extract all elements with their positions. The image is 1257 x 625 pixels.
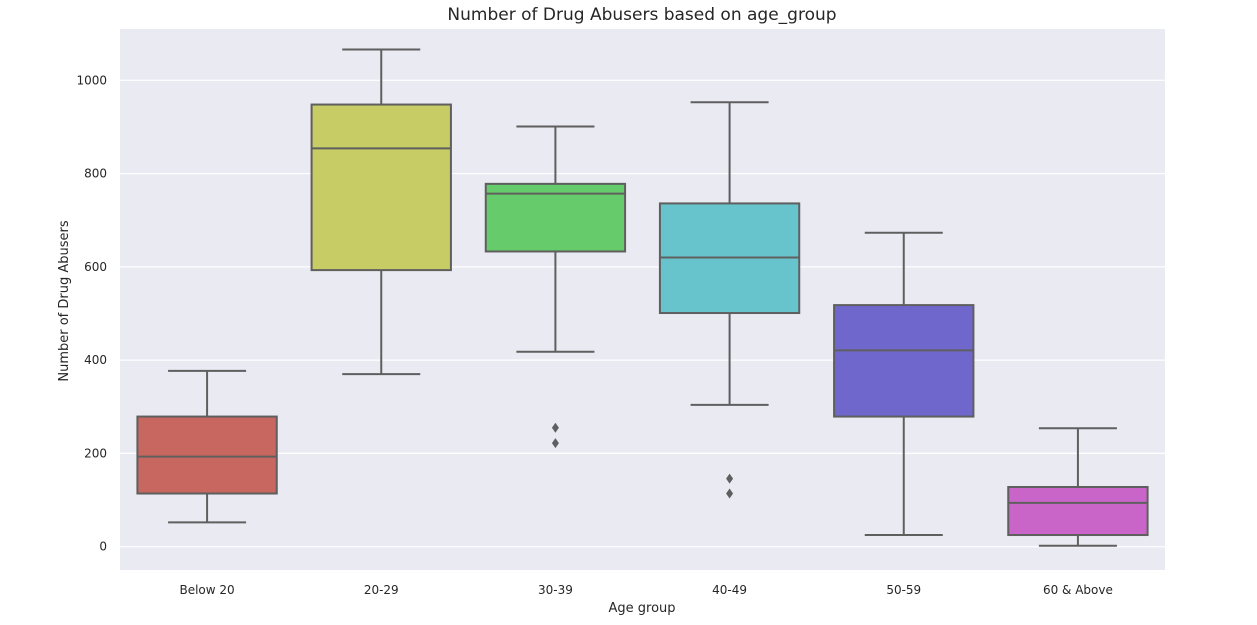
x-axis-ticks: Below 20 20-29 30-39 40-49 50-59 60 & Above — [179, 583, 1112, 597]
box-group — [136, 369, 278, 524]
x-tick-label: 40-49 — [712, 583, 747, 597]
outlier-point — [551, 438, 559, 449]
plot-area — [120, 29, 1165, 570]
grid-lines — [120, 79, 1165, 548]
box-group — [833, 231, 975, 537]
box-group — [658, 101, 801, 499]
y-tick-label: 1000 — [76, 73, 107, 87]
y-axis-label: Number of Drug Abusers — [57, 220, 72, 381]
box-iqr — [1007, 485, 1149, 537]
outlier-point — [726, 488, 734, 499]
y-tick-label: 200 — [84, 446, 107, 460]
box-iqr — [310, 103, 452, 272]
box-iqr — [833, 304, 975, 418]
outlier-point — [551, 422, 559, 433]
box-group — [484, 125, 627, 449]
x-axis-label: Age group — [608, 601, 675, 616]
y-tick-label: 800 — [84, 167, 107, 181]
box-iqr — [484, 182, 627, 253]
box-group — [1007, 427, 1149, 547]
y-tick-label: 400 — [84, 353, 107, 367]
chart-title: Number of Drug Abusers based on age_grou… — [447, 5, 836, 25]
x-tick-label: 60 & Above — [1043, 583, 1113, 597]
x-tick-label: 30-39 — [538, 583, 573, 597]
x-tick-label: 50-59 — [886, 583, 921, 597]
x-tick-label: Below 20 — [179, 583, 234, 597]
x-tick-label: 20-29 — [364, 583, 399, 597]
box-group — [310, 48, 452, 376]
y-tick-label: 0 — [99, 540, 107, 554]
box-iqr — [136, 415, 278, 495]
outlier-point — [726, 473, 734, 484]
y-axis-ticks: 0 200 400 600 800 1000 — [76, 73, 107, 553]
y-tick-label: 600 — [84, 260, 107, 274]
boxes — [136, 48, 1149, 547]
